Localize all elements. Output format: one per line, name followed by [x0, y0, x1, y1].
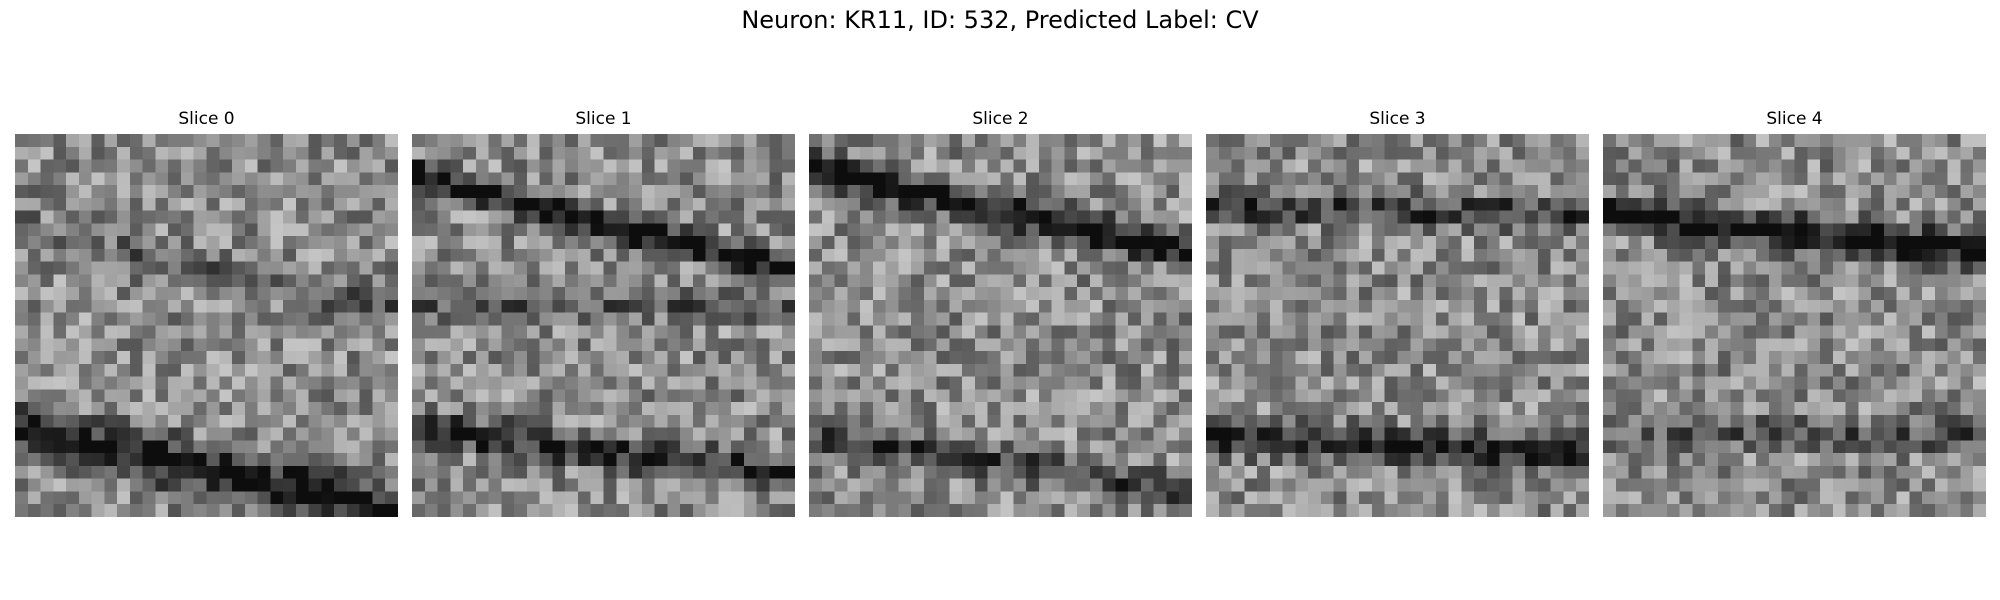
slice-panel-4: Slice 4	[1603, 108, 1986, 517]
slice-image-0	[15, 134, 398, 517]
slice-image-1	[412, 134, 795, 517]
slice-panel-2: Slice 2	[809, 108, 1192, 517]
slice-image-2	[809, 134, 1192, 517]
slice-title-1: Slice 1	[575, 109, 632, 129]
slice-panel-0: Slice 0	[15, 108, 398, 517]
slice-title-0: Slice 0	[178, 109, 235, 129]
slice-panel-3: Slice 3	[1206, 108, 1589, 517]
slice-image-3	[1206, 134, 1589, 517]
slice-title-2: Slice 2	[972, 109, 1029, 129]
slice-title-3: Slice 3	[1369, 109, 1426, 129]
figure-title: Neuron: KR11, ID: 532, Predicted Label: …	[741, 6, 1259, 34]
slice-image-4	[1603, 134, 1986, 517]
slice-panel-1: Slice 1	[412, 108, 795, 517]
slice-title-4: Slice 4	[1766, 109, 1823, 129]
